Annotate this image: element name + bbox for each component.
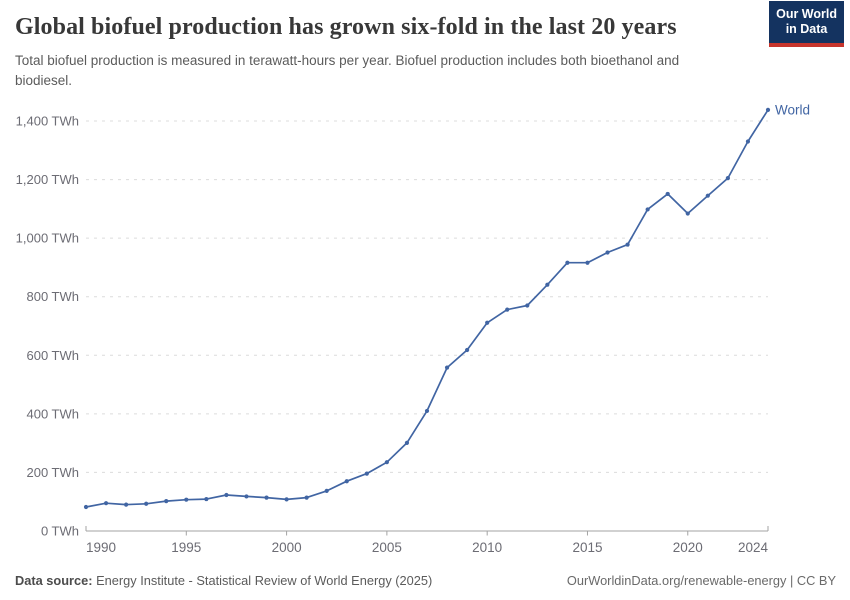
chart-footer: Data source: Energy Institute - Statisti… [15,573,836,588]
data-point-marker[interactable] [344,479,349,484]
data-point-marker[interactable] [124,502,129,507]
owid-logo-line2: in Data [785,22,828,37]
data-point-marker[interactable] [605,250,610,255]
data-source-note: Data source: Energy Institute - Statisti… [15,573,432,588]
y-axis-tick-label: 1,400 TWh [16,114,79,129]
series-label-world[interactable]: World [775,102,810,117]
data-point-marker[interactable] [525,303,530,308]
data-point-marker[interactable] [705,193,710,198]
data-point-marker[interactable] [685,211,690,216]
owid-url-license[interactable]: OurWorldinData.org/renewable-energy | CC… [566,573,836,588]
data-point-marker[interactable] [645,207,650,212]
data-point-marker[interactable] [485,320,490,325]
data-point-marker[interactable] [565,260,570,265]
data-point-marker[interactable] [424,408,430,414]
data-point-marker[interactable] [304,495,309,500]
x-axis-tick-label: 2024 [738,540,769,555]
y-axis-tick-label: 1,000 TWh [16,231,79,246]
data-point-marker[interactable] [364,471,369,476]
data-point-marker[interactable] [384,460,389,465]
data-point-marker[interactable] [284,497,289,502]
data-point-marker[interactable] [324,488,329,493]
data-source-label: Data source: [15,573,93,588]
data-point-marker[interactable] [144,501,149,506]
data-point-marker[interactable] [465,347,470,353]
y-axis-tick-label: 600 TWh [26,348,79,363]
data-point-marker[interactable] [585,260,590,265]
x-axis-tick-label: 2000 [272,540,302,555]
chart-header: Global biofuel production has grown six-… [15,12,835,90]
world-line-series[interactable] [85,109,769,508]
data-point-marker[interactable] [103,501,109,506]
data-point-marker[interactable] [625,242,630,247]
data-point-marker[interactable] [545,282,550,287]
x-axis-tick-label: 2015 [572,540,602,555]
y-axis-tick-label: 800 TWh [26,289,79,304]
data-point-marker[interactable] [404,440,410,445]
data-point-marker[interactable] [264,495,269,500]
y-axis-tick-label: 1,200 TWh [16,172,79,187]
data-point-marker[interactable] [224,492,229,498]
data-source-text: Energy Institute - Statistical Review of… [92,573,433,588]
owid-logo[interactable]: Our World in Data [769,1,844,47]
data-point-marker[interactable] [444,365,450,370]
y-axis-tick-label: 200 TWh [26,465,79,480]
owid-logo-line1: Our World [776,7,837,21]
data-point-marker[interactable] [164,499,169,504]
chart-title: Global biofuel production has grown six-… [15,14,677,40]
x-axis-tick-label: 2005 [372,540,402,555]
data-point-marker[interactable] [244,494,249,499]
x-axis-tick-label: 2010 [472,540,502,555]
x-axis-tick-label: 1990 [86,540,116,555]
data-point-marker[interactable] [184,497,189,502]
x-axis-tick-label: 1995 [171,540,201,555]
chart-subtitle: Total biofuel production is measured in … [15,53,680,88]
data-point-marker[interactable] [745,139,751,144]
data-point-marker[interactable] [765,107,771,112]
y-axis-tick-label: 400 TWh [26,406,79,421]
x-axis-tick-label: 2020 [673,540,703,555]
data-point-marker[interactable] [505,307,510,312]
y-axis-tick-label: 0 TWh [41,524,79,539]
data-point-marker[interactable] [204,496,209,502]
data-point-marker[interactable] [725,176,730,181]
data-point-marker[interactable] [665,191,670,197]
data-point-marker[interactable] [83,504,89,510]
